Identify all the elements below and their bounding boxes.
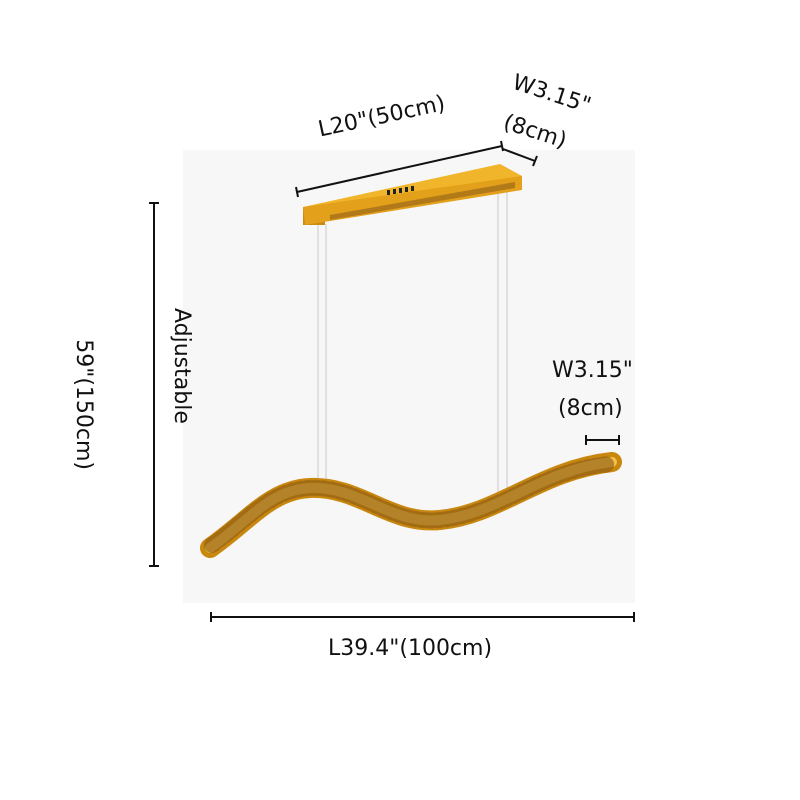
height-adjustable-note: Adjustable	[169, 308, 194, 424]
height-label: 59"(150cm)	[71, 339, 96, 470]
fixture-length-label: L39.4"(100cm)	[328, 636, 493, 661]
fixture-width-label-line2: (8cm)	[558, 396, 623, 421]
fixture-width-label-line1: W3.15"	[552, 358, 633, 383]
canopy	[303, 164, 522, 225]
suspension-wires	[317, 188, 508, 500]
dimension-lines	[149, 140, 635, 622]
wave-light-fixture	[200, 452, 622, 558]
